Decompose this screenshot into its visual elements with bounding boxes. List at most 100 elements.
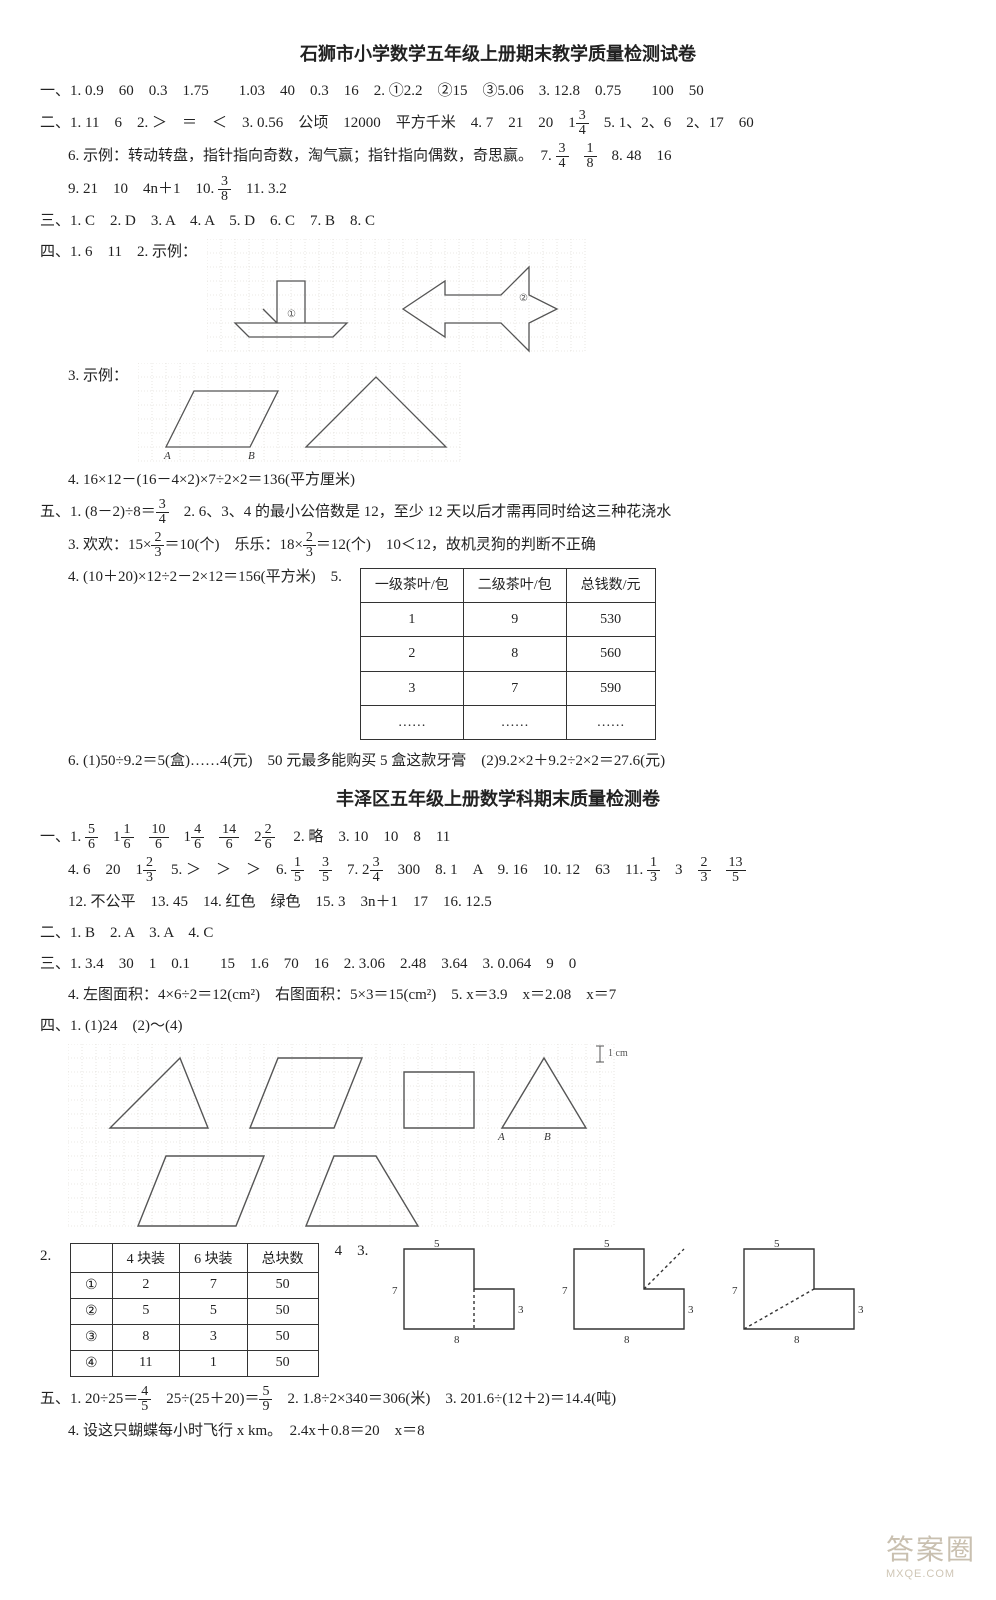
f3-5: 35 [319, 856, 332, 885]
txt: 300 8. 1 A 9. 16 10. 12 63 11. [383, 862, 647, 878]
paper1-title: 石狮市小学数学五年级上册期末教学质量检测试卷 [40, 40, 956, 66]
wm-sub: MXQE.COM [886, 1568, 976, 1580]
f5-9: 59 [259, 1385, 272, 1414]
p1-table5: 一级茶叶/包 二级茶叶/包 总钱数/元 19530 28560 37590 ……… [360, 568, 656, 740]
p1-s4-4: 4. 16×12－(16－4×2)×7÷2×2＝136(平方厘米) [40, 467, 956, 494]
txt: 五、1. 20÷25＝ [40, 1391, 138, 1407]
td: ① [71, 1272, 113, 1298]
p2-s4-2: 2. [40, 1243, 60, 1270]
td: 7 [463, 671, 566, 705]
td: 50 [247, 1272, 318, 1298]
td: 50 [247, 1324, 318, 1350]
p1-s5-4: 4. (10＋20)×12÷2－2×12＝156(平方米) 5. [68, 564, 342, 591]
svg-text:3: 3 [518, 1304, 524, 1316]
svg-text:1 cm: 1 cm [608, 1048, 628, 1059]
th: 6 块装 [180, 1243, 248, 1272]
p1-s4-1: 四、1. 6 11 2. 示例： [40, 239, 197, 266]
watermark: 答案圈 MXQE.COM [886, 1528, 976, 1580]
td: 9 [463, 603, 566, 637]
svg-text:5: 5 [604, 1239, 610, 1250]
th: 4 块装 [112, 1243, 180, 1272]
td: 2 [360, 637, 463, 671]
txt: 3. 欢欢：15× [68, 537, 151, 553]
f1-5: 15 [291, 856, 304, 885]
svg-text:3: 3 [858, 1304, 864, 1316]
f2-3d: 23 [698, 856, 711, 885]
f14-6: 146 [219, 823, 239, 852]
f1-6a: 16 [121, 823, 134, 852]
p1-s4-3: 3. 示例： [68, 363, 128, 390]
svg-text:8: 8 [624, 1334, 630, 1346]
fig-parallelogram-triangle: A B [138, 363, 478, 463]
p2-s5-1: 五、1. 20÷25＝45 25÷(25＋20)＝59 2. 1.8÷2×340… [40, 1385, 956, 1414]
txt: 9. 21 10 4n＋1 10. [68, 181, 218, 197]
td: 3 [180, 1324, 248, 1350]
th: 总钱数/元 [566, 569, 655, 603]
p1-s2-1: 二、1. 11 6 2. ＞ ＝ ＜ 3. 0.56 公顷 12000 平方千米… [40, 109, 956, 138]
th: 一级茶叶/包 [360, 569, 463, 603]
p2-s1-4: 4. 6 20 123 5. ＞ ＞ ＞ 6. 15 35 7. 234 300… [40, 856, 956, 885]
p2-s4-3lbl: 4 3. [335, 1239, 369, 1260]
td: 1 [180, 1350, 248, 1376]
p2-big-grid-wrap: A B 1 cm [40, 1044, 956, 1239]
p1-s3: 三、1. C 2. D 3. A 4. A 5. D 6. C 7. B 8. … [40, 208, 956, 235]
frac-2-3b: 23 [303, 531, 316, 560]
frac-1-8: 18 [584, 142, 597, 171]
txt: 4. 6 20 1 [68, 862, 143, 878]
td: ③ [71, 1324, 113, 1350]
td: 5 [180, 1298, 248, 1324]
td: 8 [112, 1324, 180, 1350]
td: 11 [112, 1350, 180, 1376]
txt: 25÷(25＋20)＝ [151, 1391, 259, 1407]
p2-s2: 二、1. B 2. A 3. A 4. C [40, 920, 956, 947]
txt: 5. 1、2、6 2、17 60 [589, 115, 754, 131]
svg-text:②: ② [519, 293, 528, 304]
svg-text:A: A [163, 450, 171, 462]
svg-text:B: B [544, 1131, 551, 1143]
p2-s4-2-row: 2. 4 块装 6 块装 总块数 ①2750 ②5550 ③8350 ④1115… [40, 1239, 956, 1381]
frac-2-3a: 23 [151, 531, 164, 560]
frac-3-4b: 34 [556, 142, 569, 171]
td: …… [360, 705, 463, 739]
svg-text:8: 8 [794, 1334, 800, 1346]
frac-3-8: 38 [218, 175, 231, 204]
p1-s5-4-row: 4. (10＋20)×12÷2－2×12＝156(平方米) 5. 一级茶叶/包 … [40, 564, 956, 744]
frac-3-4: 34 [576, 109, 589, 138]
p1-s4-3-row: 3. 示例： A B [40, 363, 956, 463]
p2-s3-4: 4. 左图面积：4×6÷2＝12(cm²) 右图面积：5×3＝15(cm²) 5… [40, 982, 956, 1009]
svg-text:①: ① [287, 309, 296, 320]
frac-3-4c: 34 [156, 498, 169, 527]
txt: 6. 示例：转动转盘，指针指向奇数，淘气赢；指针指向偶数，奇思赢。 7. [68, 148, 556, 164]
p1-s5-3: 3. 欢欢：15×23＝10(个) 乐乐：18×23＝12(个) 10＜12，故… [40, 531, 956, 560]
txt: 11. 3.2 [231, 181, 287, 197]
txt: 8. 48 16 [597, 148, 672, 164]
svg-text:A: A [497, 1131, 505, 1143]
svg-text:3: 3 [688, 1304, 694, 1316]
fig-lshapes: 5 7 3 8 5 7 3 8 5 7 3 8 [384, 1239, 864, 1369]
p2-s5-4: 4. 设这只蝴蝶每小时飞行 x km。 2.4x＋0.8＝20 x＝8 [40, 1418, 956, 1445]
f13-5: 135 [726, 856, 746, 885]
td: 1 [360, 603, 463, 637]
p1-s5-6: 6. (1)50÷9.2＝5(盒)……4(元) 50 元最多能购买 5 盒这款牙… [40, 748, 956, 775]
svg-text:7: 7 [392, 1285, 398, 1297]
f4-5: 45 [138, 1385, 151, 1414]
td: 50 [247, 1298, 318, 1324]
p1-s2-6: 6. 示例：转动转盘，指针指向奇数，淘气赢；指针指向偶数，奇思赢。 7. 34 … [40, 142, 956, 171]
svg-text:7: 7 [732, 1285, 738, 1297]
th [71, 1243, 113, 1272]
th: 二级茶叶/包 [463, 569, 566, 603]
txt: 2. 6、3、4 的最小公倍数是 12，至少 12 天以后才需再同时给这三种花浇… [169, 504, 672, 520]
fig-boat-plane: ① ② [207, 239, 607, 359]
p1-s5-1: 五、1. (8－2)÷8＝34 2. 6、3、4 的最小公倍数是 12，至少 1… [40, 498, 956, 527]
txt: 五、1. (8－2)÷8＝ [40, 504, 156, 520]
f4-6: 46 [191, 823, 204, 852]
td: 3 [360, 671, 463, 705]
td: …… [463, 705, 566, 739]
td: 8 [463, 637, 566, 671]
td: 7 [180, 1272, 248, 1298]
td: ④ [71, 1350, 113, 1376]
wm-main: 答案圈 [886, 1534, 976, 1565]
txt: 一、1. [40, 829, 85, 845]
txt: 5. ＞ ＞ ＞ 6. [156, 862, 291, 878]
svg-text:7: 7 [562, 1285, 568, 1297]
